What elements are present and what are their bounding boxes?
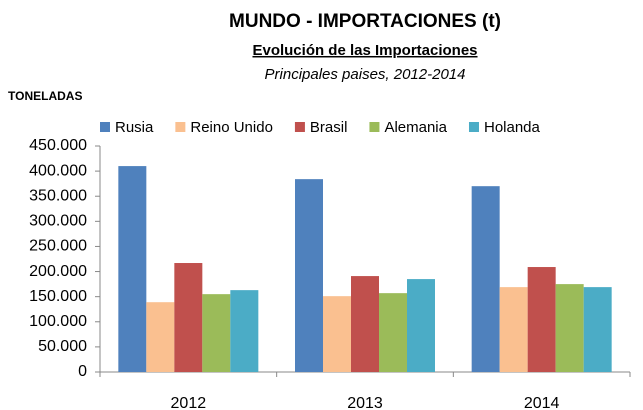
y-axis-label: TONELADAS xyxy=(8,89,82,103)
legend-label: Reino Unido xyxy=(190,119,273,136)
y-tick-label: 200.000 xyxy=(29,263,87,280)
bar xyxy=(499,287,528,372)
y-tick-label: 400.000 xyxy=(29,162,87,179)
bar xyxy=(407,279,435,372)
y-tick-label: 150.000 xyxy=(29,288,87,305)
chart-title: MUNDO - IMPORTACIONES (t) xyxy=(229,11,501,32)
x-tick-label: 2012 xyxy=(171,395,207,410)
legend-swatch xyxy=(100,122,110,132)
legend-swatch xyxy=(468,122,479,132)
bar xyxy=(379,293,407,372)
bar xyxy=(118,166,147,372)
bar xyxy=(555,284,584,372)
bar xyxy=(146,302,175,372)
y-tick-label: 100.000 xyxy=(29,313,87,330)
y-tick-label: 50.000 xyxy=(38,338,87,355)
bar xyxy=(527,267,556,372)
y-tick-label: 300.000 xyxy=(29,213,87,230)
x-tick-label: 2014 xyxy=(524,395,560,410)
bar xyxy=(583,287,612,372)
y-tick-label: 0 xyxy=(78,363,87,380)
annotation: Principales paises, 2012-2014 xyxy=(265,66,466,83)
y-tick-label: 350.000 xyxy=(29,187,87,204)
y-tick-label: 450.000 xyxy=(29,137,87,154)
legend-label: Holanda xyxy=(484,119,541,136)
bar xyxy=(295,179,323,372)
bar xyxy=(323,296,351,372)
legend-label: Alemania xyxy=(384,119,447,136)
chart-subtitle: Evolución de las Importaciones xyxy=(252,42,477,59)
y-tick-label: 250.000 xyxy=(29,238,87,255)
bar xyxy=(174,263,203,372)
legend-swatch xyxy=(175,122,186,132)
x-tick-label: 2013 xyxy=(347,395,383,410)
legend-label: Rusia xyxy=(115,119,154,136)
bar xyxy=(351,276,379,372)
legend-swatch xyxy=(369,122,380,132)
bar xyxy=(230,290,259,372)
bar xyxy=(471,186,500,372)
legend-swatch xyxy=(294,122,305,132)
legend-label: Brasil xyxy=(310,119,348,136)
bar xyxy=(202,294,231,372)
